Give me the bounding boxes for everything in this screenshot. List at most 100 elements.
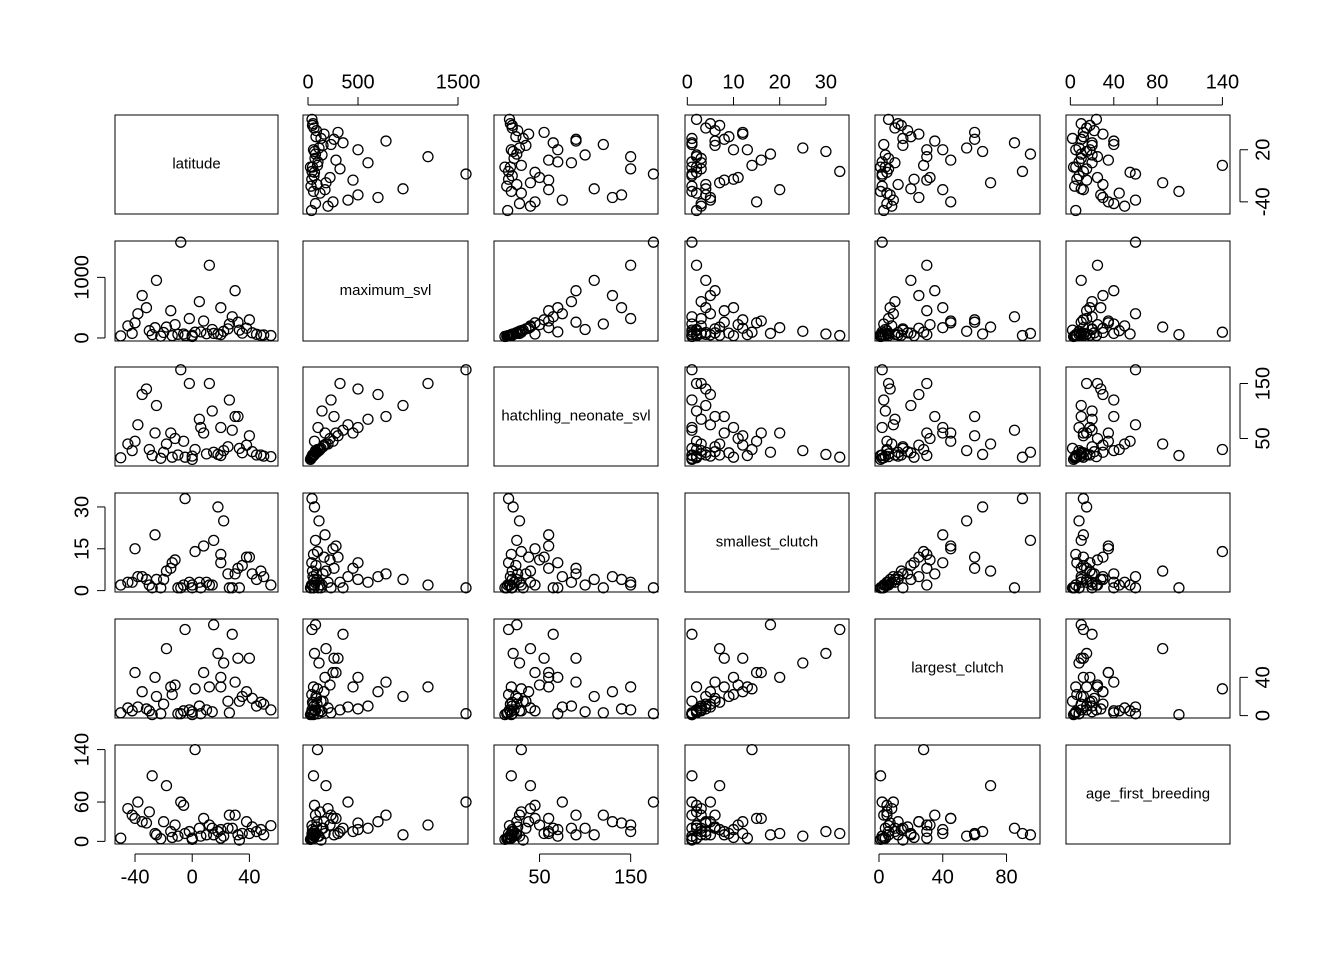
point <box>1077 322 1090 334</box>
point <box>517 695 529 707</box>
point <box>172 708 184 720</box>
point <box>177 435 190 447</box>
point <box>727 688 740 701</box>
point <box>512 821 524 833</box>
point <box>878 204 890 217</box>
point <box>1016 329 1029 342</box>
point <box>588 274 600 287</box>
point <box>1075 619 1087 631</box>
point <box>1084 119 1096 132</box>
point <box>878 809 890 821</box>
point <box>727 302 740 314</box>
y-tick-label: 40 <box>1252 666 1274 688</box>
point <box>945 154 957 166</box>
point <box>505 681 517 693</box>
point <box>968 551 981 563</box>
point <box>422 377 434 390</box>
point <box>229 809 241 821</box>
point <box>1102 154 1115 166</box>
point <box>1090 113 1103 125</box>
point <box>522 322 535 334</box>
point <box>422 151 434 163</box>
point <box>155 452 167 464</box>
point <box>330 666 342 679</box>
point <box>937 184 949 196</box>
panel-frame <box>493 240 659 342</box>
point <box>961 830 973 842</box>
panel-frame <box>874 618 1041 719</box>
point <box>165 305 177 317</box>
panel-frame <box>114 492 279 593</box>
point <box>709 139 721 152</box>
panel-frame <box>114 240 279 342</box>
point <box>1075 274 1087 287</box>
point <box>502 173 515 185</box>
point <box>352 703 364 715</box>
point <box>306 565 319 577</box>
point <box>208 446 220 458</box>
point <box>1113 187 1125 199</box>
point <box>229 410 241 423</box>
point <box>1118 702 1131 714</box>
point <box>704 796 717 808</box>
point <box>126 705 138 717</box>
point <box>976 448 989 461</box>
point <box>347 562 359 574</box>
point <box>1216 683 1229 695</box>
point <box>1095 383 1107 395</box>
point <box>200 328 213 340</box>
point <box>499 161 511 173</box>
point <box>206 323 218 336</box>
point <box>700 183 712 195</box>
point <box>876 236 888 248</box>
point <box>197 427 210 439</box>
point <box>543 562 555 574</box>
point <box>324 679 336 691</box>
point <box>307 449 320 462</box>
x-tick-label: 1500 <box>436 71 481 93</box>
point <box>240 439 253 451</box>
point <box>166 688 178 701</box>
point <box>543 315 555 327</box>
point <box>924 554 936 566</box>
point <box>686 628 698 640</box>
point <box>1077 184 1090 196</box>
point <box>318 128 330 140</box>
point <box>304 161 317 173</box>
point <box>327 543 339 555</box>
point <box>195 421 207 434</box>
point <box>1095 573 1107 586</box>
point <box>352 671 364 683</box>
x-tick-label: 150 <box>614 866 647 888</box>
point <box>937 529 949 541</box>
point <box>556 194 568 206</box>
point <box>233 442 246 455</box>
point <box>505 144 517 156</box>
x-tick-label: 30 <box>815 71 837 93</box>
point <box>1070 204 1082 217</box>
point <box>902 124 914 137</box>
point <box>727 144 740 156</box>
point <box>166 451 178 463</box>
point <box>233 695 246 707</box>
point <box>874 330 887 343</box>
y-tick-label: 60 <box>71 791 93 813</box>
point <box>328 562 340 574</box>
point <box>149 427 161 439</box>
point <box>352 573 364 586</box>
point <box>1067 330 1080 343</box>
point <box>223 394 236 406</box>
point <box>543 322 555 334</box>
point <box>175 236 187 248</box>
point <box>223 707 236 719</box>
point <box>510 559 522 572</box>
point <box>513 809 526 821</box>
point <box>570 133 582 145</box>
point <box>565 295 578 308</box>
point <box>1097 551 1109 563</box>
point <box>1086 137 1098 149</box>
point <box>203 681 216 693</box>
point <box>1095 302 1107 314</box>
point <box>881 809 893 821</box>
point <box>319 671 331 683</box>
